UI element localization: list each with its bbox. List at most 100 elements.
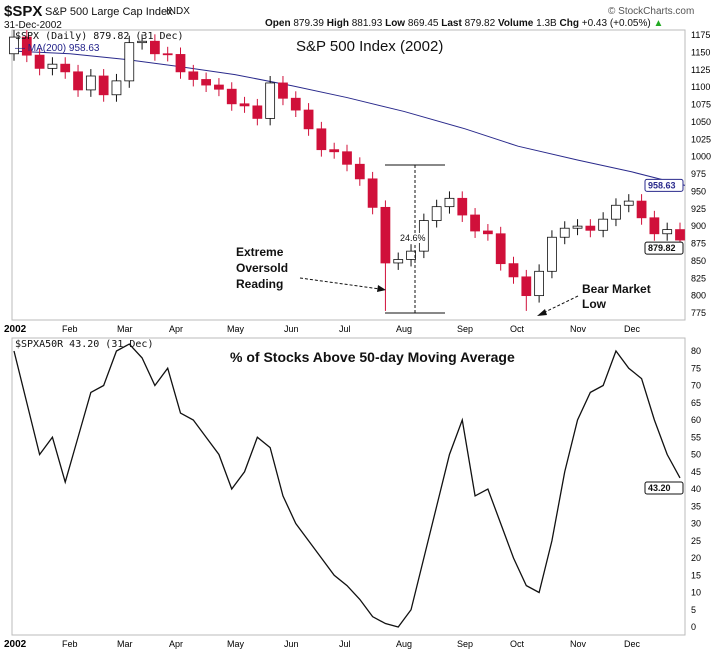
y-tick-top-1100: 1100 xyxy=(691,82,710,92)
x-tick-bottom-2002: 2002 xyxy=(4,639,27,650)
candle-body xyxy=(483,230,493,235)
y-tick-top-1050: 1050 xyxy=(691,117,711,127)
x-tick-bottom-jul: Jul xyxy=(339,639,351,649)
last-label: Last xyxy=(441,18,462,29)
last-value-label-box xyxy=(644,241,684,255)
candle-body xyxy=(85,75,96,91)
x-tick-top-apr: Apr xyxy=(169,324,183,334)
y-tick-top-775: 775 xyxy=(691,308,706,318)
y-tick-bottom-35: 35 xyxy=(691,501,701,511)
candle-body xyxy=(239,103,250,107)
y-tick-top-900: 900 xyxy=(691,221,706,231)
candle-body xyxy=(585,225,596,231)
candle-body xyxy=(175,54,186,73)
annotation-bear-line2: Low xyxy=(582,297,606,311)
y-tick-top-800: 800 xyxy=(691,291,706,301)
y-tick-bottom-75: 75 xyxy=(691,363,701,373)
low-label: Low xyxy=(385,18,406,29)
last-value-label: 879.82 xyxy=(648,243,676,253)
candle-body xyxy=(354,163,365,180)
candle-body xyxy=(150,40,160,55)
candle-body xyxy=(214,84,224,90)
high-value: 881.93 xyxy=(351,18,383,29)
candle-body xyxy=(495,233,506,265)
y-tick-top-875: 875 xyxy=(691,239,706,249)
top-chart-title: S&P 500 Index (2002) xyxy=(296,38,444,55)
x-tick-top-feb: Feb xyxy=(62,324,78,334)
candle-body xyxy=(521,276,532,297)
annotation-oversold-line1: Extreme xyxy=(236,245,284,259)
y-tick-bottom-55: 55 xyxy=(691,432,701,442)
candle-body xyxy=(444,197,455,208)
open-label: Open xyxy=(265,18,291,29)
candle-body xyxy=(329,149,340,153)
candle-body xyxy=(559,227,570,238)
candle-body xyxy=(303,109,314,130)
y-tick-top-1175: 1175 xyxy=(691,30,710,40)
legend-ma200-label: MA(200) 958.63 xyxy=(27,43,100,54)
candle-body xyxy=(162,53,173,56)
y-tick-bottom-40: 40 xyxy=(691,484,701,494)
y-tick-bottom-80: 80 xyxy=(691,346,701,356)
annotation-bear-line1: Bear Market xyxy=(582,282,651,296)
y-tick-bottom-50: 50 xyxy=(691,450,701,460)
pct-above-50dma-line xyxy=(13,343,681,628)
y-tick-bottom-5: 5 xyxy=(691,605,696,615)
y-tick-bottom-25: 25 xyxy=(691,536,701,546)
candle-body xyxy=(111,80,122,96)
legend-ma200: — MA(200) 958.63 xyxy=(15,43,100,54)
y-tick-bottom-20: 20 xyxy=(691,553,701,563)
candle-body xyxy=(662,229,673,235)
candle-body xyxy=(137,40,147,44)
x-tick-bottom-mar: Mar xyxy=(117,639,133,649)
high-label: High xyxy=(326,18,349,29)
annotation-rally: 24.6% xyxy=(400,233,426,243)
bear-arrowhead-icon xyxy=(537,309,547,316)
y-tick-bottom-60: 60 xyxy=(691,415,701,425)
y-tick-top-825: 825 xyxy=(691,273,706,283)
x-tick-top-mar: Mar xyxy=(117,324,133,334)
y-tick-top-925: 925 xyxy=(691,204,706,214)
pct-last-value-label: 43.20 xyxy=(648,483,671,493)
bottom-panel-frame xyxy=(11,337,686,636)
candle-body xyxy=(367,178,378,208)
candle-body xyxy=(342,151,352,165)
y-tick-bottom-70: 70 xyxy=(691,381,701,391)
brand[interactable]: © StockCharts.com xyxy=(608,6,695,17)
candle-body xyxy=(406,250,416,260)
candle-body xyxy=(623,200,634,206)
candle-body xyxy=(60,63,71,73)
x-tick-top-sep: Sep xyxy=(457,324,473,334)
candle-body xyxy=(47,63,58,69)
candle-body xyxy=(290,97,301,111)
quote-bar: Open 879.39 High 881.93 Low 869.45 Last … xyxy=(265,18,663,29)
y-tick-bottom-30: 30 xyxy=(691,519,701,529)
y-tick-top-1025: 1025 xyxy=(691,134,711,144)
candle-body xyxy=(34,54,45,69)
legend-spx: $SPX (Daily) 879.82 (31 Dec) xyxy=(15,31,184,42)
x-tick-bottom-sep: Sep xyxy=(457,639,473,649)
x-tick-bottom-may: May xyxy=(227,639,245,649)
y-tick-top-950: 950 xyxy=(691,186,706,196)
candle-body xyxy=(457,197,468,216)
y-tick-top-1125: 1125 xyxy=(691,65,710,75)
candle-body xyxy=(252,105,263,119)
top-panel-frame xyxy=(11,29,686,321)
up-arrow-icon: ▲ xyxy=(653,18,664,29)
candle-body xyxy=(393,259,404,264)
candle-body xyxy=(508,263,519,278)
x-tick-top-2002: 2002 xyxy=(4,324,27,335)
candle-body xyxy=(9,36,19,55)
x-tick-top-dec: Dec xyxy=(624,324,641,334)
y-tick-bottom-0: 0 xyxy=(691,622,696,632)
x-tick-bottom-jun: Jun xyxy=(284,639,299,649)
x-tick-top-nov: Nov xyxy=(570,324,587,334)
candle-body xyxy=(675,229,685,241)
last-value: 879.82 xyxy=(464,18,496,29)
annotation-oversold-line2: Oversold xyxy=(236,261,289,275)
annotation-oversold: Extreme Oversold Reading xyxy=(236,244,288,292)
candle-body xyxy=(98,75,109,96)
x-tick-top-aug: Aug xyxy=(396,324,412,334)
